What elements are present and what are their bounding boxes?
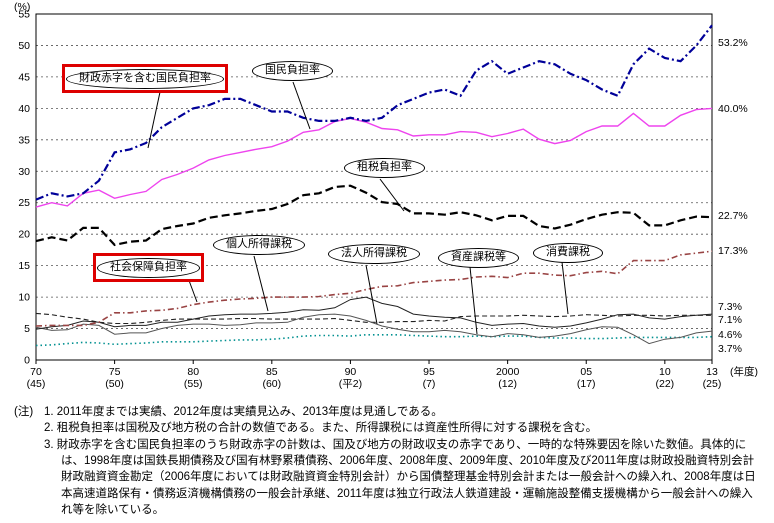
x-tick-label: 95	[423, 366, 435, 378]
y-tick-label: 30	[18, 166, 30, 178]
end-value-label-zaisei_akaji_fukumu_kokumin_futanritsu: 53.2%	[718, 37, 748, 49]
callout-shakaihosho-label: 社会保障負担率	[93, 253, 204, 282]
callout-text-kojin-label: 個人所得課税	[213, 235, 305, 255]
x-tick-label: 05	[580, 366, 592, 378]
x-tick-sublabel: (45)	[27, 378, 46, 390]
plot-border	[35, 13, 713, 361]
notes-items: 1. 2011年度までは実績、2012年度は実績見込み、2013年度は見通しであ…	[44, 404, 762, 518]
x-tick-label: 90	[345, 366, 357, 378]
end-value-label-kokumin_futanritsu: 40.0%	[718, 103, 748, 115]
callout-zaisei-akaji-label: 財政赤字を含む国民負担率	[62, 64, 228, 93]
callout-shohi-label: 消費課税	[533, 242, 603, 263]
x-tick-sublabel: (60)	[262, 378, 281, 390]
callout-text-shakaihosho-label: 社会保障負担率	[97, 258, 200, 278]
note-item-2: 2. 租税負担率は国税及び地方税の合計の数値である。また、所得課税には資産性所得…	[44, 422, 598, 435]
y-tick-label: 35	[18, 134, 30, 146]
y-tick-label: 45	[18, 71, 30, 83]
series-hojin_shotoku_kazei	[35, 313, 713, 345]
end-value-label-hojin_shotoku_kazei: 4.6%	[718, 329, 742, 341]
series-zaisei_akaji_fukumu_kokumin_futanritsu	[35, 24, 713, 201]
x-tick-sublabel: (55)	[184, 378, 203, 390]
y-tick-label: 5	[24, 323, 30, 335]
callout-text-zaisei-akaji-label: 財政赤字を含む国民負担率	[66, 69, 224, 89]
y-axis-unit: (%)	[14, 1, 30, 13]
chart-svg: 0510152025303540455055(%)70(45)75(50)80(…	[14, 1, 758, 390]
series-kokumin_futanritsu	[35, 107, 713, 208]
x-tick-label: 85	[266, 366, 278, 378]
y-tick-label: 25	[18, 197, 30, 209]
y-tick-label: 40	[18, 103, 30, 115]
x-tick-sublabel: (50)	[105, 378, 124, 390]
end-value-label-kojin_shotoku_kazei: 7.3%	[718, 301, 742, 313]
callout-leader-shisan-label	[469, 266, 478, 335]
series-shohi_kazei	[35, 312, 712, 325]
callout-kokumin-label: 国民負担率	[252, 60, 333, 81]
callout-sozei-label: 租税負担率	[344, 157, 425, 178]
x-tick-label: 10	[659, 366, 671, 378]
series-kojin_shotoku_kazei	[35, 296, 713, 330]
y-tick-label: 55	[18, 9, 30, 21]
chart-area: 0 5 10 15 20 25 30 35 40 45 50 55 (%) 70 (45) 75 (50) 80(…	[14, 1, 758, 390]
x-tick-sublabel: (17)	[577, 378, 596, 390]
callout-leader-hojin-label	[365, 264, 378, 325]
x-tick-label: 75	[109, 366, 121, 378]
notes-row: (注) 1. 2011年度までは実績、2012年度は実績見込み、2013年度は見…	[14, 404, 762, 518]
notes: (注) 1. 2011年度までは実績、2012年度は実績見込み、2013年度は見…	[0, 398, 774, 518]
callout-shisan-label: 資産課税等	[438, 247, 519, 268]
callout-text-kokumin-label: 国民負担率	[252, 61, 333, 81]
callout-leader-shohi-label	[561, 261, 569, 315]
series-shakaihosho_futanritsu	[35, 250, 713, 327]
x-tick-label: 80	[187, 366, 199, 378]
callout-leader-kojin-label	[253, 255, 269, 312]
notes-label: (注)	[14, 406, 34, 418]
callout-leader-kokumin-label	[292, 81, 311, 130]
y-tick-label: 15	[18, 260, 30, 272]
x-tick-label: 70	[30, 366, 42, 378]
callout-text-hojin-label: 法人所得課税	[328, 244, 420, 264]
callout-text-shohi-label: 消費課税	[533, 243, 603, 263]
x-tick-sublabel: (7)	[423, 378, 436, 390]
callout-text-sozei-label: 租税負担率	[344, 158, 425, 178]
callout-leader-sozei-label	[379, 178, 405, 212]
end-value-label-sozei_futanritsu: 22.7%	[718, 210, 748, 222]
y-tick-label: 10	[18, 292, 30, 304]
note-item-1: 1. 2011年度までは実績、2012年度は実績見込み、2013年度は見通しであ…	[44, 406, 443, 418]
x-tick-label: 2000	[496, 366, 520, 378]
y-tick-label: 50	[18, 40, 30, 52]
x-tick-sublabel: (平2)	[339, 378, 362, 390]
end-value-label-shohi_kazei: 7.1%	[718, 314, 742, 326]
series-shisan_kazei_tou	[35, 333, 713, 347]
y-tick-label: 20	[18, 229, 30, 241]
x-tick-sublabel: (12)	[498, 378, 517, 390]
end-value-label-shakaihosho_futanritsu: 17.3%	[718, 245, 748, 257]
callout-text-shisan-label: 資産課税等	[438, 248, 519, 268]
note-item-3: 3. 財政赤字を含む国民負担率のうち財政赤字の計数は、国及び地方の財政収支の赤字…	[44, 438, 756, 516]
callout-leader-zaisei-akaji-label	[147, 91, 161, 149]
callout-hojin-label: 法人所得課税	[328, 243, 420, 264]
callout-kojin-label: 個人所得課税	[213, 234, 305, 255]
series-sozei_futanritsu	[35, 184, 713, 247]
x-tick-sublabel: (25)	[703, 378, 722, 390]
x-tick-sublabel: (22)	[655, 378, 674, 390]
x-axis-unit: (年度)	[730, 365, 758, 378]
x-tick-label: 13	[706, 366, 718, 378]
end-value-label-shisan_kazei_tou: 3.7%	[718, 343, 742, 355]
y-tick-label: 0	[24, 355, 30, 367]
